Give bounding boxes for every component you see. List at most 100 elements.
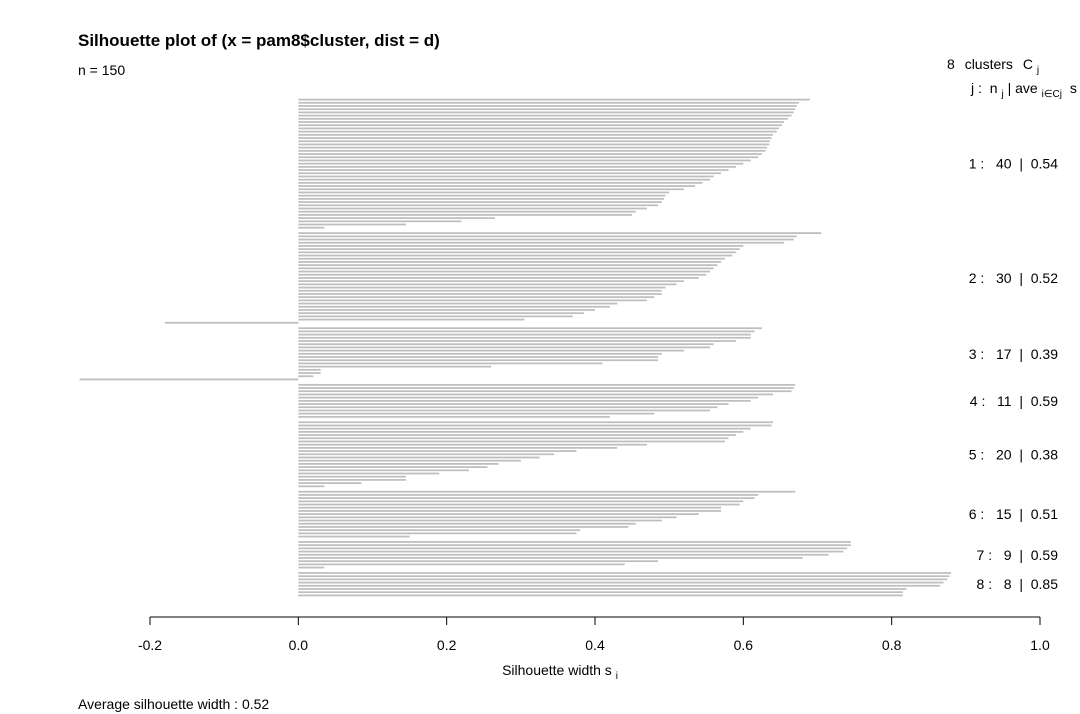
silhouette-bar bbox=[298, 456, 540, 459]
silhouette-bar bbox=[298, 430, 744, 433]
silhouette-bar bbox=[298, 264, 718, 267]
cluster-label: 6 : 15 | 0.51 bbox=[969, 506, 1058, 522]
silhouette-bar bbox=[298, 485, 325, 488]
x-tick-label: 1.0 bbox=[1030, 637, 1050, 653]
silhouette-bar bbox=[298, 185, 696, 187]
silhouette-bar bbox=[298, 175, 714, 178]
silhouette-bar bbox=[298, 137, 772, 139]
silhouette-bar bbox=[298, 289, 662, 292]
silhouette-bar bbox=[298, 566, 325, 569]
silhouette-bar bbox=[298, 450, 577, 452]
silhouette-bar bbox=[298, 315, 573, 318]
silhouette-bar bbox=[298, 560, 659, 563]
silhouette-bar bbox=[298, 440, 725, 443]
silhouette-bar bbox=[298, 547, 848, 550]
silhouette-bar bbox=[298, 500, 744, 503]
silhouette-bar bbox=[298, 550, 844, 553]
silhouette-bar bbox=[298, 169, 729, 171]
silhouette-bar bbox=[298, 133, 773, 136]
silhouette-bar bbox=[298, 396, 759, 399]
silhouette-bar bbox=[298, 217, 495, 219]
silhouette-bar bbox=[298, 235, 797, 238]
silhouette-bar bbox=[298, 127, 779, 130]
legend-cluster-count: 8 bbox=[947, 56, 955, 72]
silhouette-bar bbox=[298, 372, 321, 374]
legend-bar: | bbox=[1008, 80, 1012, 96]
silhouette-bar bbox=[298, 516, 677, 519]
cluster-label: 7 : 9 | 0.59 bbox=[977, 547, 1059, 563]
silhouette-bar bbox=[298, 207, 647, 210]
average-silhouette-width: Average silhouette width : 0.52 bbox=[78, 696, 269, 712]
silhouette-bar bbox=[298, 482, 362, 484]
silhouette-bar bbox=[298, 359, 659, 362]
silhouette-bar bbox=[298, 494, 759, 496]
x-axis-label-main: Silhouette width s bbox=[502, 662, 612, 678]
silhouette-bar bbox=[298, 327, 762, 330]
silhouette-bar bbox=[298, 188, 684, 191]
silhouette-bar bbox=[298, 412, 655, 415]
silhouette-bar bbox=[298, 140, 771, 143]
silhouette-bar bbox=[298, 503, 740, 506]
silhouette-bar bbox=[298, 362, 603, 365]
silhouette-bar bbox=[298, 466, 488, 468]
silhouette-bar bbox=[298, 101, 799, 104]
silhouette-bar bbox=[298, 368, 321, 371]
silhouette-bar bbox=[298, 415, 610, 418]
silhouette-bar bbox=[298, 194, 666, 197]
silhouette-bar bbox=[298, 387, 794, 389]
silhouette-bar bbox=[298, 375, 314, 378]
x-tick-label: 0.0 bbox=[289, 637, 309, 653]
legend-clusters-word: clusters bbox=[965, 56, 1013, 72]
silhouette-bar bbox=[298, 238, 794, 241]
silhouette-bar bbox=[298, 510, 722, 512]
legend-header: 8 clusters C j j : n j | ave i∈Cj s i bbox=[947, 56, 1077, 100]
cluster-labels: 1 : 40 | 0.54 2 : 30 | 0.52 3 : 17 | 0.39 4… bbox=[969, 156, 1058, 593]
silhouette-bar bbox=[298, 343, 714, 346]
cluster-label: 2 : 30 | 0.52 bbox=[969, 270, 1058, 286]
silhouette-bar bbox=[298, 340, 736, 342]
silhouette-bar bbox=[298, 497, 755, 500]
silhouette-bar bbox=[298, 490, 796, 493]
silhouette-bar bbox=[298, 427, 751, 430]
legend-cluster-symbol-sub: j bbox=[1036, 65, 1039, 76]
legend-s: s bbox=[1070, 80, 1077, 96]
silhouette-bar bbox=[298, 286, 666, 289]
silhouette-bar bbox=[298, 302, 618, 305]
silhouette-bar bbox=[298, 421, 773, 424]
silhouette-bar bbox=[298, 526, 629, 528]
cluster-label: 5 : 20 | 0.38 bbox=[969, 446, 1058, 462]
silhouette-bar bbox=[298, 352, 662, 355]
silhouette-bar bbox=[298, 293, 662, 295]
silhouette-bar bbox=[298, 273, 707, 276]
silhouette-bar bbox=[298, 469, 469, 472]
silhouette-bar bbox=[298, 588, 907, 590]
silhouette-bar bbox=[298, 114, 792, 117]
silhouette-bar bbox=[298, 162, 744, 165]
silhouette-bar bbox=[298, 390, 792, 393]
silhouette-bar bbox=[298, 108, 796, 111]
silhouette-bar bbox=[298, 172, 722, 175]
silhouette-bar bbox=[298, 383, 796, 386]
silhouette-bar bbox=[298, 365, 492, 368]
silhouette-bar bbox=[298, 506, 722, 509]
legend-header-line1: 8 clusters C j bbox=[947, 56, 1039, 76]
silhouette-bar bbox=[298, 254, 733, 257]
silhouette-bar bbox=[298, 594, 903, 597]
silhouette-bar bbox=[298, 296, 655, 299]
silhouette-bar bbox=[298, 330, 755, 333]
silhouette-bar bbox=[298, 241, 785, 244]
silhouette-bar bbox=[298, 399, 751, 402]
silhouette-bar bbox=[298, 178, 710, 181]
silhouette-bar bbox=[298, 214, 633, 216]
silhouette-bar bbox=[298, 270, 710, 273]
silhouette-bar bbox=[298, 541, 851, 543]
silhouette-bar bbox=[298, 201, 662, 203]
silhouette-bar bbox=[298, 280, 684, 283]
silhouette-bar bbox=[298, 519, 662, 522]
silhouette-bar bbox=[298, 204, 659, 207]
silhouette-bar bbox=[298, 434, 736, 436]
silhouette-bar bbox=[298, 305, 610, 308]
silhouette-bar bbox=[298, 124, 782, 127]
silhouette-bar bbox=[298, 149, 766, 152]
